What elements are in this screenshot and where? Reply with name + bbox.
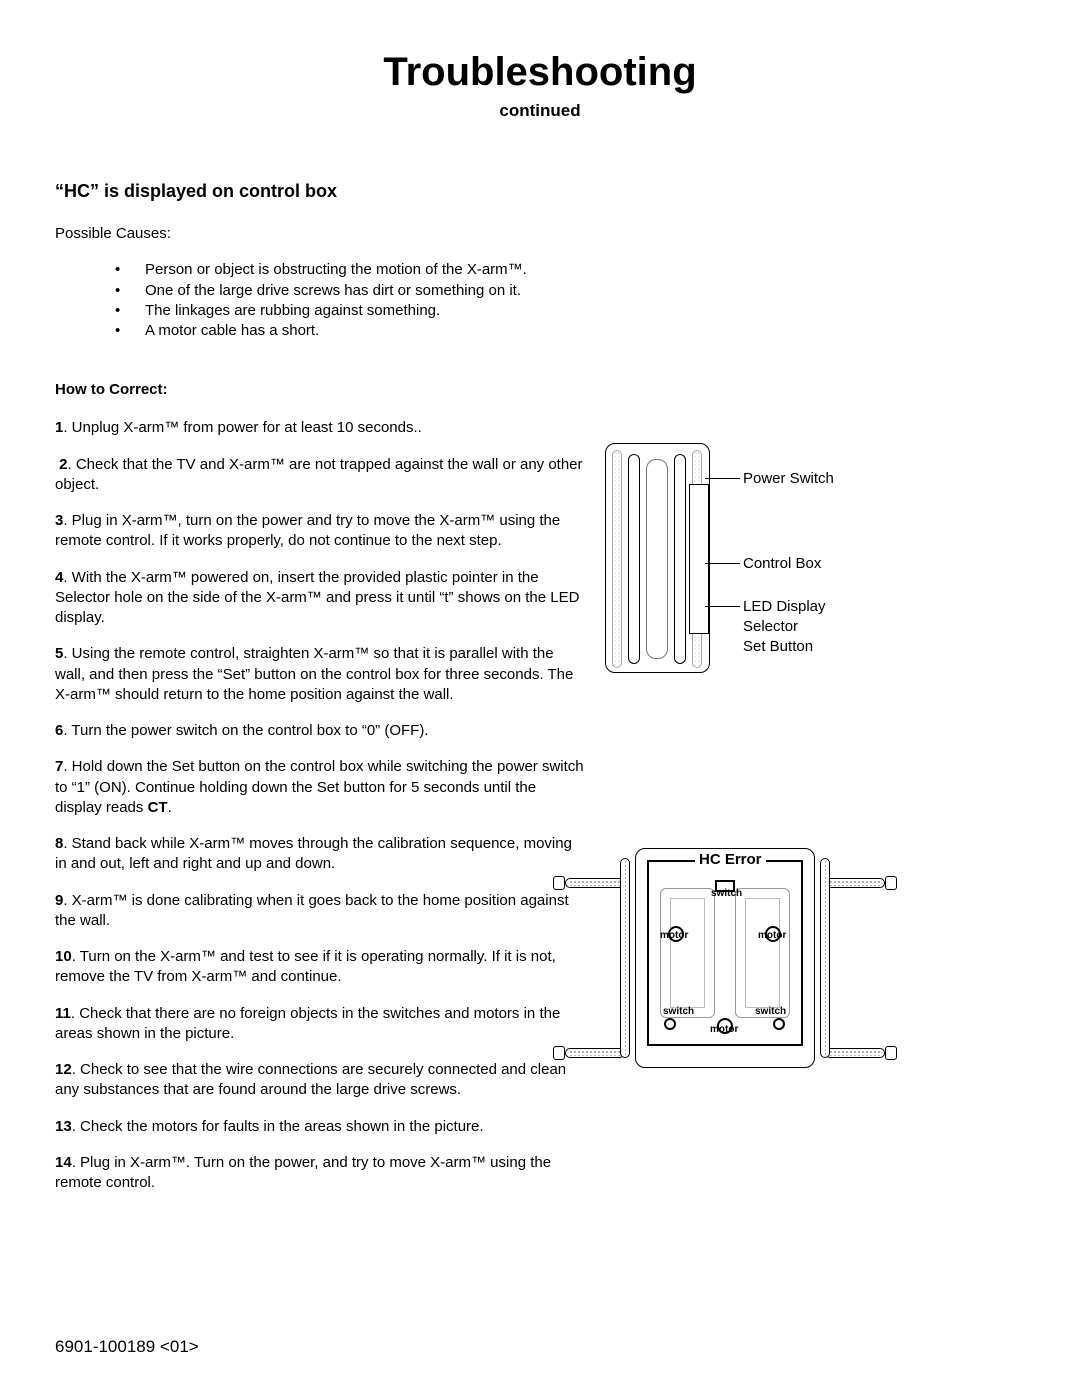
step: 7. Hold down the Set button on the contr… xyxy=(55,757,585,818)
fig1-label-set-button: Set Button xyxy=(743,638,813,655)
step: 12. Check to see that the wire connectio… xyxy=(55,1060,585,1101)
fig1-label-selector: Selector xyxy=(743,618,798,635)
cause-item: The linkages are rubbing against somethi… xyxy=(115,301,1025,321)
fig2-label-motor: motor xyxy=(758,930,786,941)
page-title: Troubleshooting xyxy=(55,50,1025,95)
fig2-label-motor: motor xyxy=(710,1024,738,1035)
footer-docid: 6901-100189 <01> xyxy=(55,1337,199,1357)
how-to-correct-label: How to Correct: xyxy=(55,381,1025,398)
step: 2. Check that the TV and X-arm™ are not … xyxy=(55,455,585,496)
fig2-title: HC Error xyxy=(695,851,766,868)
step: 8. Stand back while X-arm™ moves through… xyxy=(55,834,585,875)
fig1-label-power-switch: Power Switch xyxy=(743,470,834,487)
causes-list: Person or object is obstructing the moti… xyxy=(55,260,1025,341)
step: 13. Check the motors for faults in the a… xyxy=(55,1117,585,1137)
cause-item: Person or object is obstructing the moti… xyxy=(115,260,1025,280)
step: 9. X-arm™ is done calibrating when it go… xyxy=(55,891,585,932)
step: 3. Plug in X-arm™, turn on the power and… xyxy=(55,511,585,552)
fig2-label-motor: motor xyxy=(660,930,688,941)
cause-item: One of the large drive screws has dirt o… xyxy=(115,281,1025,301)
fig2-label-switch: switch xyxy=(663,1006,694,1017)
possible-causes-label: Possible Causes: xyxy=(55,224,1025,244)
fig1-label-led-display: LED Display xyxy=(743,598,826,615)
fig2-label-switch: switch xyxy=(755,1006,786,1017)
figure-top-view: HC Error switch motor motor switch switc… xyxy=(565,848,885,1068)
figure-side-view xyxy=(605,443,710,673)
step: 1. Unplug X-arm™ from power for at least… xyxy=(55,418,585,438)
step: 5. Using the remote control, straighten … xyxy=(55,644,585,705)
step: 10. Turn on the X-arm™ and test to see i… xyxy=(55,947,585,988)
step: 11. Check that there are no foreign obje… xyxy=(55,1004,585,1045)
page-subtitle: continued xyxy=(55,101,1025,121)
fig1-label-control-box: Control Box xyxy=(743,555,821,572)
steps-column: 1. Unplug X-arm™ from power for at least… xyxy=(55,418,585,1209)
step: 6. Turn the power switch on the control … xyxy=(55,721,585,741)
cause-item: A motor cable has a short. xyxy=(115,321,1025,341)
fig2-label-switch: switch xyxy=(711,888,742,899)
step: 4. With the X-arm™ powered on, insert th… xyxy=(55,568,585,629)
section-heading: “HC” is displayed on control box xyxy=(55,181,1025,202)
step: 14. Plug in X-arm™. Turn on the power, a… xyxy=(55,1153,585,1194)
